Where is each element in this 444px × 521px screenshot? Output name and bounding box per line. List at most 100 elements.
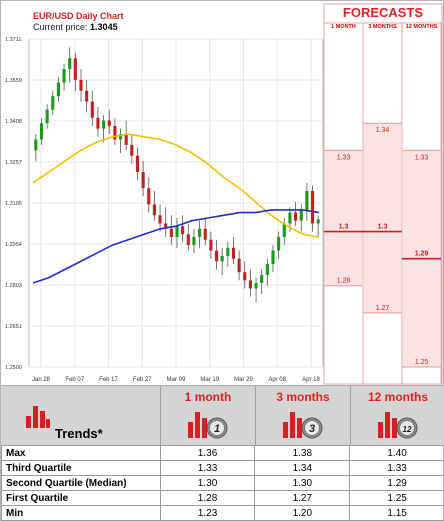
candle-body [271,250,275,265]
candle-body [277,236,281,251]
trends-divider [350,386,351,446]
y-tick-label: 1.3711 [5,37,21,43]
forecast-col-label-12m: 12 MONTHS [405,24,438,30]
forecast-mid-label: 1.3 [378,224,388,231]
candle-body [96,117,100,129]
candle-body [164,223,168,229]
candle-body [147,188,151,205]
forecast-max-label: 1.33 [415,154,429,161]
candle-body [102,120,106,129]
row-value: 1.27 [254,490,351,506]
y-tick-label: 1.2500 [5,365,22,371]
y-tick-label: 1.2803 [5,283,22,289]
trend-col-1m: 1 month [184,390,232,404]
candle-body [294,212,298,221]
candle-body [265,264,269,275]
candle-body [90,101,94,118]
candle-body [62,69,66,83]
x-tick-label: Apr 08 [268,377,286,383]
badge-circle-inner [399,420,415,436]
trends-label: Trends* [55,426,103,441]
candle-body [305,190,309,210]
candle-body [34,139,38,151]
badge-circle-inner [304,420,320,436]
candle-body [237,258,241,273]
bar-icon-bar [385,412,390,438]
badge-number: 3 [309,423,315,435]
moving-average-line [32,209,320,284]
x-tick-label: Mar 29 [234,377,253,383]
trend-badge-12m: 12 [378,412,418,439]
trends-divider [255,386,256,446]
row-value: 1.40 [349,445,444,461]
y-tick-label: 1.3559 [5,78,22,84]
price-chart: 1.3711 1.3559 1.3408 1.3257 1.3105 1.2954 1.28… [5,3,443,385]
row-value: 1.23 [159,505,256,521]
candle-body [73,58,77,80]
table-row: Second Quartile (Median) 1.30 1.30 1.29 [1,475,444,491]
candle-body [299,209,303,221]
row-value: 1.30 [254,475,351,491]
bar-icon-bar [297,418,302,438]
current-price: Current price: 1.3045 [33,22,118,32]
candle-body [214,250,219,262]
forecast-min-label: 1.28 [337,278,351,285]
x-tick-label: Jan 28 [32,377,51,383]
candle-body [226,247,230,256]
candle-body [169,228,173,237]
candle-body [220,255,224,262]
forecast-range [325,150,362,286]
forecast-min-label: 1.27 [376,305,390,312]
candle-body [186,234,190,246]
trends-divider [160,386,161,446]
candle-body [254,283,258,289]
forecast-range [364,123,401,313]
bar-icon-bar [202,418,207,438]
candle-body [130,144,134,156]
y-tick-label: 1.3105 [5,201,22,207]
candle-body [192,236,196,246]
candle-body [113,125,117,140]
row-value: 1.25 [349,490,444,506]
trends-panel: Trends* 1 month 3 months 12 months 1 3 1… [1,385,444,446]
candle-body [39,123,44,140]
candle-body [243,272,247,281]
forecast-col-label-3m: 3 MONTHS [368,24,397,30]
forecasts-header: FORECASTS [342,5,424,20]
candle-body [79,79,83,91]
trends-label-text: Trends [55,426,98,441]
row-value: 1.15 [349,505,444,521]
trend-badge-3m: 3 [283,412,323,439]
candle-body [203,228,207,240]
candle-body [158,215,162,224]
trends-asterisk: * [97,426,103,441]
candle-body [152,204,156,216]
candle-body [260,274,264,284]
badge-circle-inner [209,420,225,436]
candle-body [209,239,213,251]
candle-body [310,190,315,224]
candle-body [107,120,111,126]
bar-icon-bar [188,422,193,438]
trend-col-3m: 3 months [276,390,330,404]
bar-icon-bar [392,418,397,438]
row-value: 1.29 [349,475,444,491]
row-value: 1.38 [254,445,351,461]
x-tick-label: Mar 09 [167,377,186,383]
x-tick-label: Apr 18 [302,377,320,383]
candle-body [181,226,185,235]
table-row: First Quartile 1.28 1.27 1.25 [1,490,444,506]
table-row: Min 1.23 1.20 1.15 [1,505,444,521]
candle-body [56,82,60,97]
forecast-max-label: 1.33 [337,154,351,161]
row-value: 1.20 [254,505,351,521]
row-label: Max [1,445,161,461]
trend-badge-1m: 1 [188,412,228,439]
moving-average-line [32,133,320,238]
candle-body [85,90,89,102]
row-value: 1.36 [159,445,256,461]
y-tick-label: 1.2954 [5,242,22,248]
bar-icon-bar [378,422,383,438]
y-tick-label: 1.3408 [5,119,22,125]
row-value: 1.30 [159,475,256,491]
